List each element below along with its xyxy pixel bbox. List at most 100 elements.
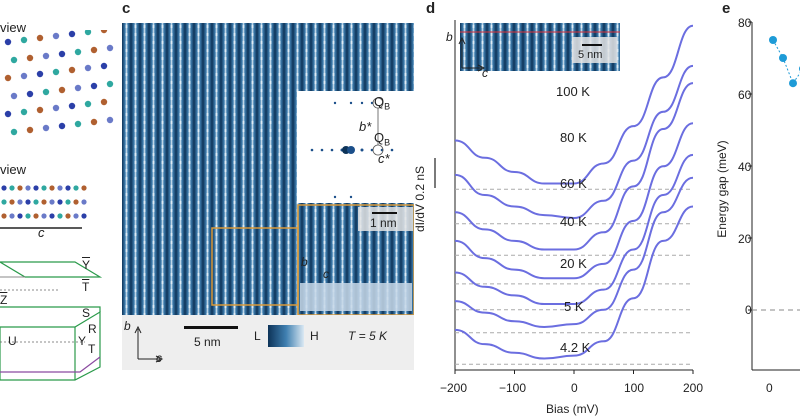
atom	[26, 126, 34, 134]
bz-label-t: T	[82, 280, 90, 294]
brillouin-zone-diagram	[0, 261, 103, 381]
panel-e-label: e	[722, 0, 731, 17]
temperature-label: T = 5 K	[348, 329, 388, 343]
panel-a-axis-c: c	[38, 225, 45, 240]
panel-e-ytick-60: 60	[738, 88, 752, 102]
atom	[84, 30, 92, 36]
gap-point	[789, 79, 797, 88]
atom	[106, 116, 114, 124]
x-tick-4: 100	[624, 381, 645, 395]
panel-d-axis-arrows-icon	[458, 36, 486, 72]
atom	[52, 104, 60, 112]
atom	[10, 92, 18, 100]
crystal-structure-top-view	[4, 30, 114, 136]
atom	[25, 185, 31, 191]
curve-60k	[454, 82, 694, 251]
atom	[10, 56, 18, 64]
atom	[68, 66, 76, 74]
atom	[17, 213, 23, 219]
colorbar-low-label: L	[254, 329, 261, 343]
fft-label-q2: QB	[374, 130, 391, 148]
atom	[4, 110, 12, 118]
atom	[90, 46, 98, 54]
panel-d-inset: 5 nm	[460, 23, 620, 71]
atom	[81, 185, 87, 191]
atom	[33, 199, 39, 205]
atom	[9, 199, 15, 205]
atom	[52, 32, 60, 40]
curve-label-5k: 5 K	[564, 299, 584, 314]
atom	[4, 74, 12, 82]
bz-label-r: R	[88, 322, 97, 336]
atom	[84, 100, 92, 108]
atom	[90, 82, 98, 90]
x-tick-5: 200	[683, 381, 704, 395]
panel-e-xtick-0: 0	[766, 381, 773, 395]
atom	[73, 199, 79, 205]
atom	[33, 213, 39, 219]
atom	[9, 185, 15, 191]
atom	[10, 128, 18, 136]
axis-c-label: c	[156, 351, 162, 365]
bz-label-s: S	[82, 306, 91, 320]
curve-label-40k: 40 K	[560, 214, 587, 229]
atom	[20, 36, 28, 44]
curve-label-60k: 60 K	[560, 176, 587, 191]
panel-d-inset-axis-b: b	[446, 30, 453, 44]
atom	[42, 52, 50, 60]
atom	[41, 185, 47, 191]
curve-80k	[454, 64, 694, 219]
gap-point	[779, 54, 787, 62]
atom	[25, 213, 31, 219]
inset-scalebar-label: 1 nm	[370, 216, 397, 230]
atom	[25, 199, 31, 205]
atom	[49, 199, 55, 205]
panel-c-caption-strip: b c 5 nm L H T = 5 K	[122, 315, 414, 370]
curve-4.2k	[454, 205, 694, 360]
atom	[74, 84, 82, 92]
colorbar	[268, 325, 304, 347]
panel-a-view-label-top: view	[0, 20, 27, 35]
atom	[73, 213, 79, 219]
atom	[68, 30, 76, 38]
atom	[52, 68, 60, 76]
atom	[41, 213, 47, 219]
axis-arrows-icon	[134, 325, 164, 363]
atom	[42, 124, 50, 132]
panel-e-ytick-0: 0	[745, 303, 752, 317]
curve-100k	[454, 24, 694, 185]
atom	[1, 213, 7, 219]
colorbar-high-label: H	[310, 329, 319, 343]
x-tick-3: 0	[571, 381, 578, 395]
bz-label-y2: Y	[78, 334, 87, 348]
atom	[74, 120, 82, 128]
panel-d-inset-image	[460, 23, 620, 71]
atom	[1, 199, 7, 205]
curve-label-80k: 80 K	[560, 130, 587, 145]
atom	[36, 106, 44, 114]
atom	[9, 213, 15, 219]
atom	[17, 199, 23, 205]
panel-d-xlabel: Bias (mV)	[546, 402, 599, 416]
atom	[26, 90, 34, 98]
atom	[81, 199, 87, 205]
atom	[74, 48, 82, 56]
scalebar	[184, 326, 238, 329]
bz-label-u: U	[8, 334, 17, 348]
atom	[65, 199, 71, 205]
bz-label-z: Z	[0, 293, 8, 307]
atom	[57, 185, 63, 191]
atom	[36, 70, 44, 78]
scalebar-label: 5 nm	[194, 335, 221, 349]
panel-e-ytick-20: 20	[738, 232, 752, 246]
atom	[1, 185, 7, 191]
stm-topography-image	[122, 23, 414, 315]
fft-label-cstar: c*	[378, 151, 390, 166]
atom	[90, 118, 98, 126]
curve-40k	[454, 122, 694, 280]
atom	[58, 122, 66, 130]
panel-a-view-label-side: view	[0, 162, 27, 177]
panel-c-label: c	[122, 0, 131, 17]
